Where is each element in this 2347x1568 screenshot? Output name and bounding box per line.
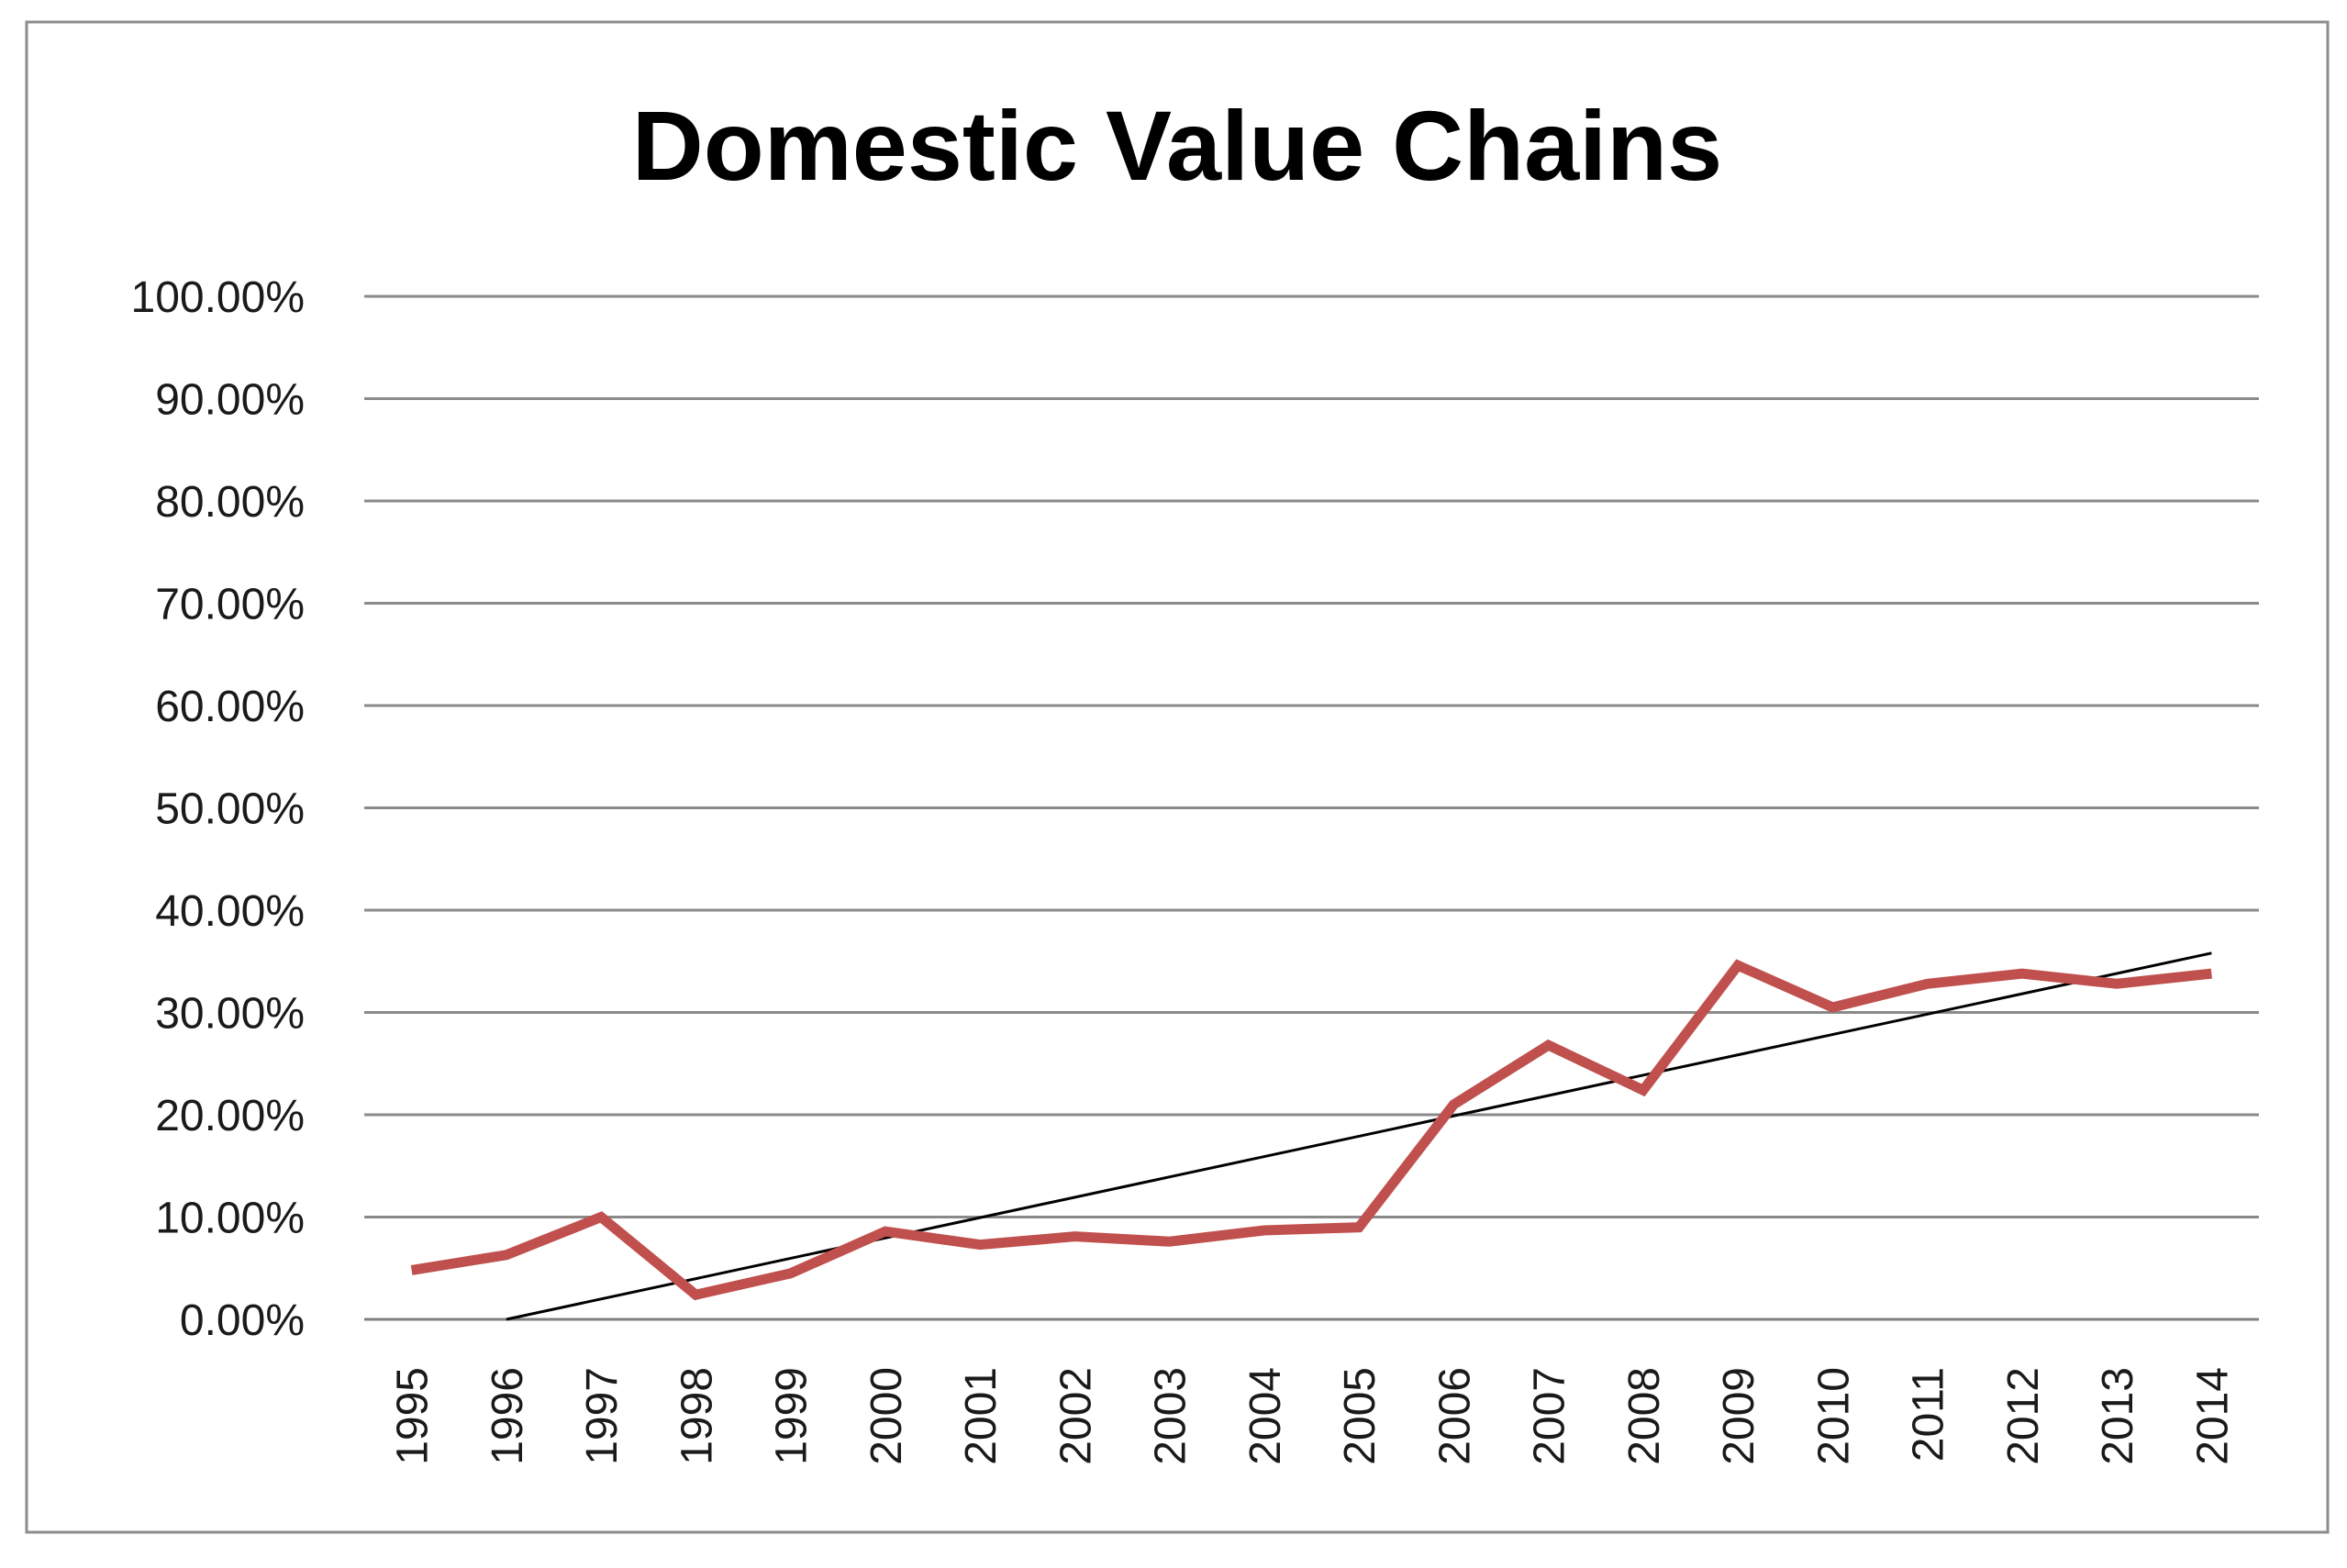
x-tick-label: 2005	[1336, 1367, 1385, 1465]
y-tick-label: 40.00%	[155, 887, 305, 936]
y-tick-label: 50.00%	[155, 785, 305, 834]
x-tick-label: 1996	[484, 1367, 532, 1465]
x-tick-label: 2001	[957, 1367, 1006, 1465]
y-tick-label: 100.00%	[131, 273, 306, 322]
x-tick-label: 1998	[673, 1367, 721, 1465]
x-tick-label: 2007	[1526, 1367, 1574, 1465]
x-tick-label: 2011	[1905, 1367, 1953, 1462]
chart-border	[27, 22, 2328, 1532]
y-tick-label: 0.00%	[180, 1296, 305, 1345]
y-tick-label: 20.00%	[155, 1092, 305, 1140]
y-tick-label: 60.00%	[155, 683, 305, 731]
x-tick-label: 2013	[2094, 1367, 2142, 1465]
x-tick-label: 2014	[2188, 1367, 2237, 1465]
x-tick-label: 2000	[862, 1367, 911, 1465]
chart-title: Domestic Value Chains	[632, 90, 1722, 201]
x-tick-label: 1999	[768, 1367, 817, 1465]
y-tick-label: 30.00%	[155, 990, 305, 1039]
x-tick-label: 1995	[389, 1367, 438, 1465]
x-tick-label: 2008	[1620, 1367, 1669, 1465]
y-tick-label: 80.00%	[155, 478, 305, 527]
y-tick-label: 10.00%	[155, 1195, 305, 1243]
x-tick-label: 2012	[1999, 1367, 2048, 1465]
x-tick-label: 2003	[1147, 1367, 1196, 1465]
x-tick-label: 2002	[1051, 1367, 1100, 1465]
y-tick-label: 90.00%	[155, 376, 305, 425]
x-tick-label: 2010	[1809, 1367, 1858, 1465]
y-tick-label: 70.00%	[155, 581, 305, 629]
x-tick-label: 1997	[578, 1367, 627, 1465]
x-tick-label: 2009	[1715, 1367, 1763, 1465]
x-tick-label: 2006	[1430, 1367, 1479, 1465]
x-tick-label: 2004	[1241, 1367, 1290, 1465]
